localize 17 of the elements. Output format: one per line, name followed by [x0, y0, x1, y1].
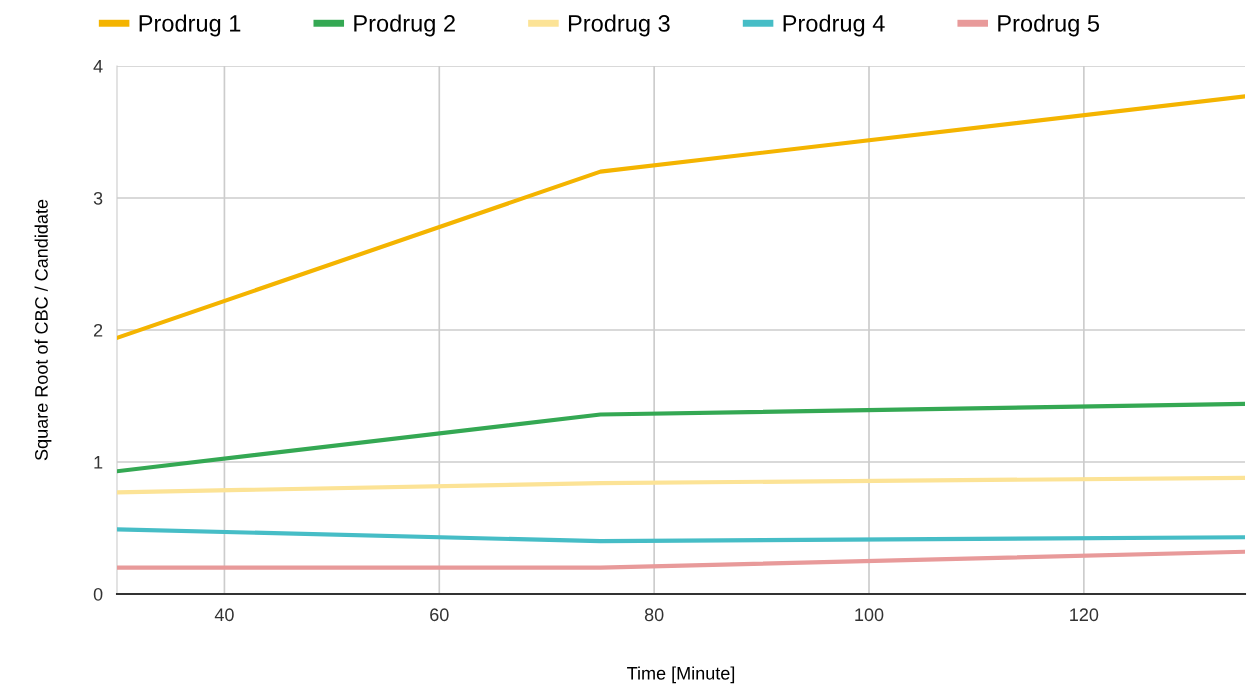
y-axis-title: Square Root of CBC / Candidate — [34, 199, 52, 461]
legend-label: Prodrug 2 — [354, 14, 455, 37]
x-tick-label: 60 — [430, 608, 449, 622]
x-tick-label: 120 — [1070, 608, 1099, 622]
y-tick-label: 1 — [94, 456, 103, 469]
legend-label: Prodrug 4 — [783, 14, 885, 37]
legend-label: Prodrug 3 — [568, 14, 670, 37]
y-tick-label: 3 — [93, 191, 103, 205]
x-tick-label: 100 — [855, 608, 884, 622]
x-tick-label: 40 — [214, 608, 234, 622]
y-tick-label: 2 — [93, 323, 103, 337]
x-tick-label: 80 — [644, 608, 664, 622]
y-tick-label: 0 — [93, 587, 103, 601]
x-axis-title: Time [Minute] — [627, 666, 735, 684]
legend-label: Prodrug 5 — [998, 14, 1100, 37]
y-tick-label: 4 — [93, 60, 103, 73]
legend-label: Prodrug 1 — [139, 14, 241, 37]
